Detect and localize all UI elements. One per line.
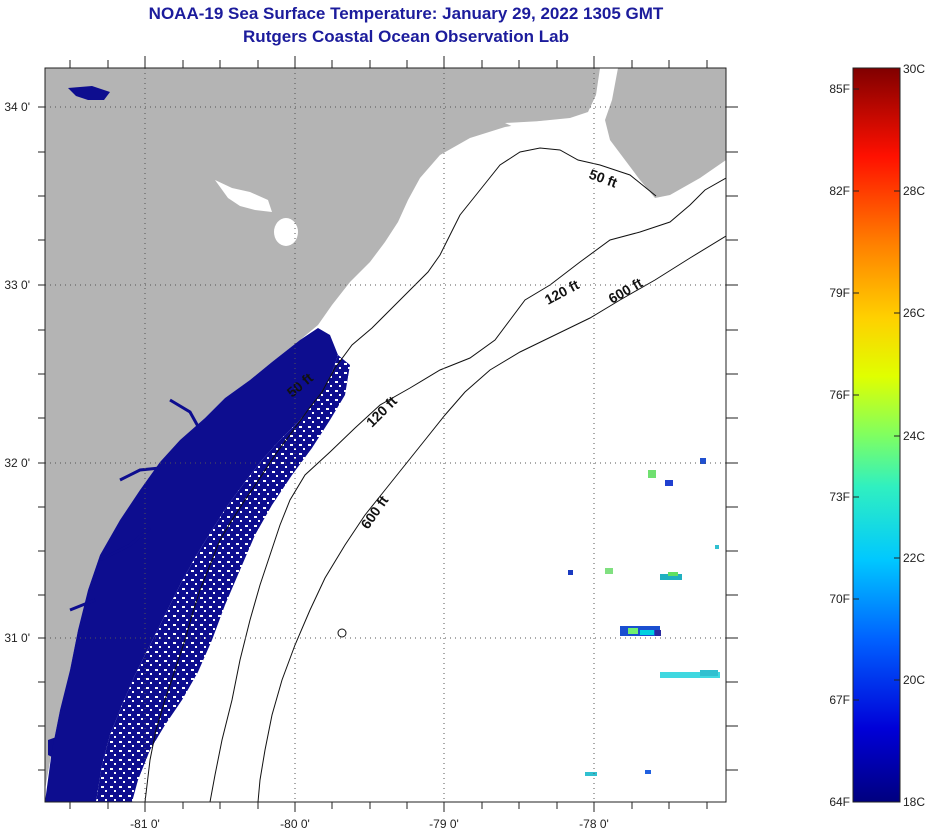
- map-title: NOAA-19 Sea Surface Temperature: January…: [148, 4, 664, 23]
- cold-water-band: [45, 328, 338, 802]
- river: [169, 398, 202, 431]
- land-northeast: [605, 68, 726, 198]
- lon-label: -80 0': [280, 817, 310, 831]
- lon-label: -78 0': [579, 817, 609, 831]
- lat-label: 33 0': [4, 278, 30, 292]
- colorbar-label-f: 79F: [829, 286, 850, 300]
- coastal-strip: [505, 120, 588, 130]
- colorbar-label-c: 30C: [903, 62, 925, 76]
- lake: [274, 218, 298, 246]
- colorbar-label-f: 85F: [829, 82, 850, 96]
- lat-label: 31 0': [4, 631, 30, 645]
- river: [99, 526, 151, 562]
- cold-water-speckle: [96, 355, 350, 802]
- colorbar-label-c: 24C: [903, 429, 925, 443]
- colorbar-label-c: 20C: [903, 673, 925, 687]
- lat-label: 32 0': [4, 456, 30, 470]
- colorbar-ticks: [853, 88, 900, 701]
- land-mass: [45, 68, 600, 790]
- colorbar-label-c: 28C: [903, 184, 925, 198]
- colorbar-label-f: 82F: [829, 184, 850, 198]
- contour-120ft-line: [209, 177, 726, 802]
- contour-ring: [337, 628, 347, 638]
- contour-50ft-line: [144, 147, 657, 802]
- lake: [215, 180, 272, 212]
- river: [69, 598, 96, 612]
- lon-label: -81 0': [130, 817, 160, 831]
- axis-ticks: [38, 56, 738, 812]
- colorbar-label-c: 18C: [903, 795, 925, 809]
- lat-label: 34 0': [4, 100, 30, 114]
- colorbar-label-f: 73F: [829, 490, 850, 504]
- offshore-sst-patches: [568, 458, 720, 776]
- colorbar-label-c: 22C: [903, 551, 925, 565]
- map-frame: [44, 67, 727, 803]
- colorbar-label-f: 70F: [829, 592, 850, 606]
- contour-600ft-line: [257, 235, 726, 802]
- colorbar-label-f: 64F: [829, 795, 850, 809]
- colorbar-label-f: 67F: [829, 693, 850, 707]
- grid-lines: [45, 68, 726, 802]
- map-subtitle: Rutgers Coastal Ocean Observation Lab: [243, 27, 569, 46]
- colorbar-label-c: 26C: [903, 306, 925, 320]
- colorbar-label-f: 76F: [829, 388, 850, 402]
- inland-water: [68, 86, 110, 100]
- river: [119, 466, 161, 482]
- temperature-colorbar: [852, 67, 901, 803]
- lon-label: -79 0': [429, 817, 459, 831]
